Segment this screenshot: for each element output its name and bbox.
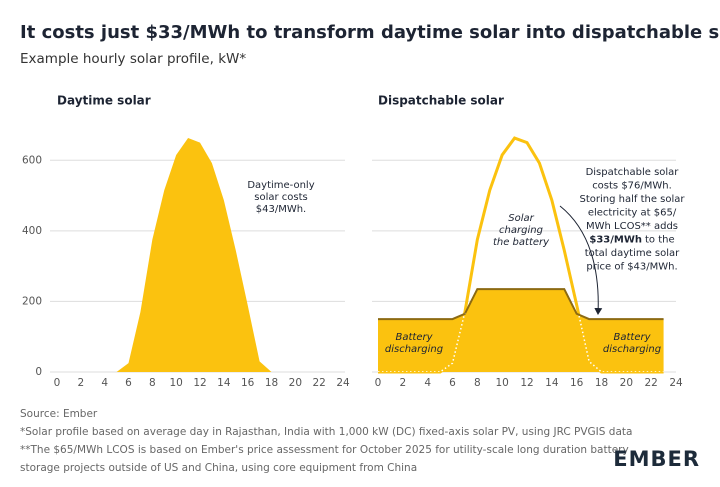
panel-title: Daytime solar — [57, 94, 151, 108]
y-tick-label: 400 — [22, 225, 42, 237]
annotation: Battery — [395, 332, 433, 343]
x-tick-label: 16 — [570, 377, 584, 389]
x-tick-label: 4 — [424, 377, 431, 389]
x-tick-label: 22 — [312, 377, 325, 389]
y-tick-label: 600 — [22, 154, 42, 166]
annotation: Dispatchable solar — [586, 167, 680, 178]
annotation: $33/MWh to the — [589, 235, 674, 246]
x-tick-label: 8 — [474, 377, 481, 389]
title: It costs just $33/MWh to transform dayti… — [20, 22, 720, 43]
annotation: discharging — [603, 344, 661, 355]
annotation: MWh LCOS** adds — [586, 221, 678, 232]
panel-title: Dispatchable solar — [378, 94, 504, 108]
annotation: Solar — [508, 213, 534, 224]
x-tick-label: 12 — [193, 377, 206, 389]
arrow — [559, 205, 603, 315]
x-tick-label: 14 — [217, 377, 231, 389]
y-tick-label: 0 — [35, 366, 42, 378]
x-tick-label: 6 — [449, 377, 456, 389]
x-tick-label: 18 — [265, 377, 278, 389]
x-tick-label: 10 — [495, 377, 508, 389]
annotation: charging — [499, 225, 543, 236]
x-tick-label: 4 — [101, 377, 108, 389]
annotation: price of $43/MWh. — [586, 262, 677, 273]
x-tick-label: 20 — [289, 377, 302, 389]
logo: EMBER — [613, 447, 700, 471]
x-tick-label: 8 — [149, 377, 156, 389]
annotation: the battery — [493, 237, 550, 248]
x-tick-label: 10 — [169, 377, 182, 389]
annotation: total daytime solar — [585, 248, 680, 259]
x-tick-label: 16 — [241, 377, 255, 389]
x-tick-label: 18 — [595, 377, 608, 389]
x-tick-label: 12 — [520, 377, 533, 389]
footnote: **The $65/MWh LCOS is based on Ember's p… — [20, 444, 629, 456]
footnote: *Solar profile based on average day in R… — [20, 426, 632, 438]
annotation: Storing half the solar — [579, 194, 685, 205]
x-tick-label: 24 — [336, 377, 350, 389]
x-tick-label: 22 — [644, 377, 657, 389]
annotation: costs $76/MWh. — [592, 181, 672, 192]
annotation: Battery — [613, 332, 651, 343]
x-tick-label: 0 — [54, 377, 61, 389]
footnote: storage projects outside of US and China… — [20, 462, 417, 474]
annotation: Daytime-only — [247, 180, 314, 191]
annotation: electricity at $65/ — [588, 208, 677, 219]
x-tick-label: 20 — [620, 377, 633, 389]
footnote: Source: Ember — [20, 408, 98, 420]
x-tick-label: 6 — [125, 377, 132, 389]
x-tick-label: 14 — [545, 377, 559, 389]
annotation: discharging — [385, 344, 443, 355]
x-tick-label: 2 — [399, 377, 406, 389]
annotation-emphasis: $33/MWh — [589, 235, 642, 246]
dispatch-line — [378, 288, 664, 321]
dispatch-area — [378, 289, 664, 372]
annotation: $43/MWh. — [256, 204, 307, 215]
y-tick-label: 200 — [22, 295, 42, 307]
annotation: to the — [645, 235, 675, 246]
x-tick-label: 2 — [77, 377, 84, 389]
subtitle: Example hourly solar profile, kW* — [20, 51, 246, 67]
x-tick-label: 0 — [375, 377, 382, 389]
x-tick-label: 24 — [669, 377, 683, 389]
area — [57, 138, 332, 372]
annotation: solar costs — [254, 192, 307, 203]
